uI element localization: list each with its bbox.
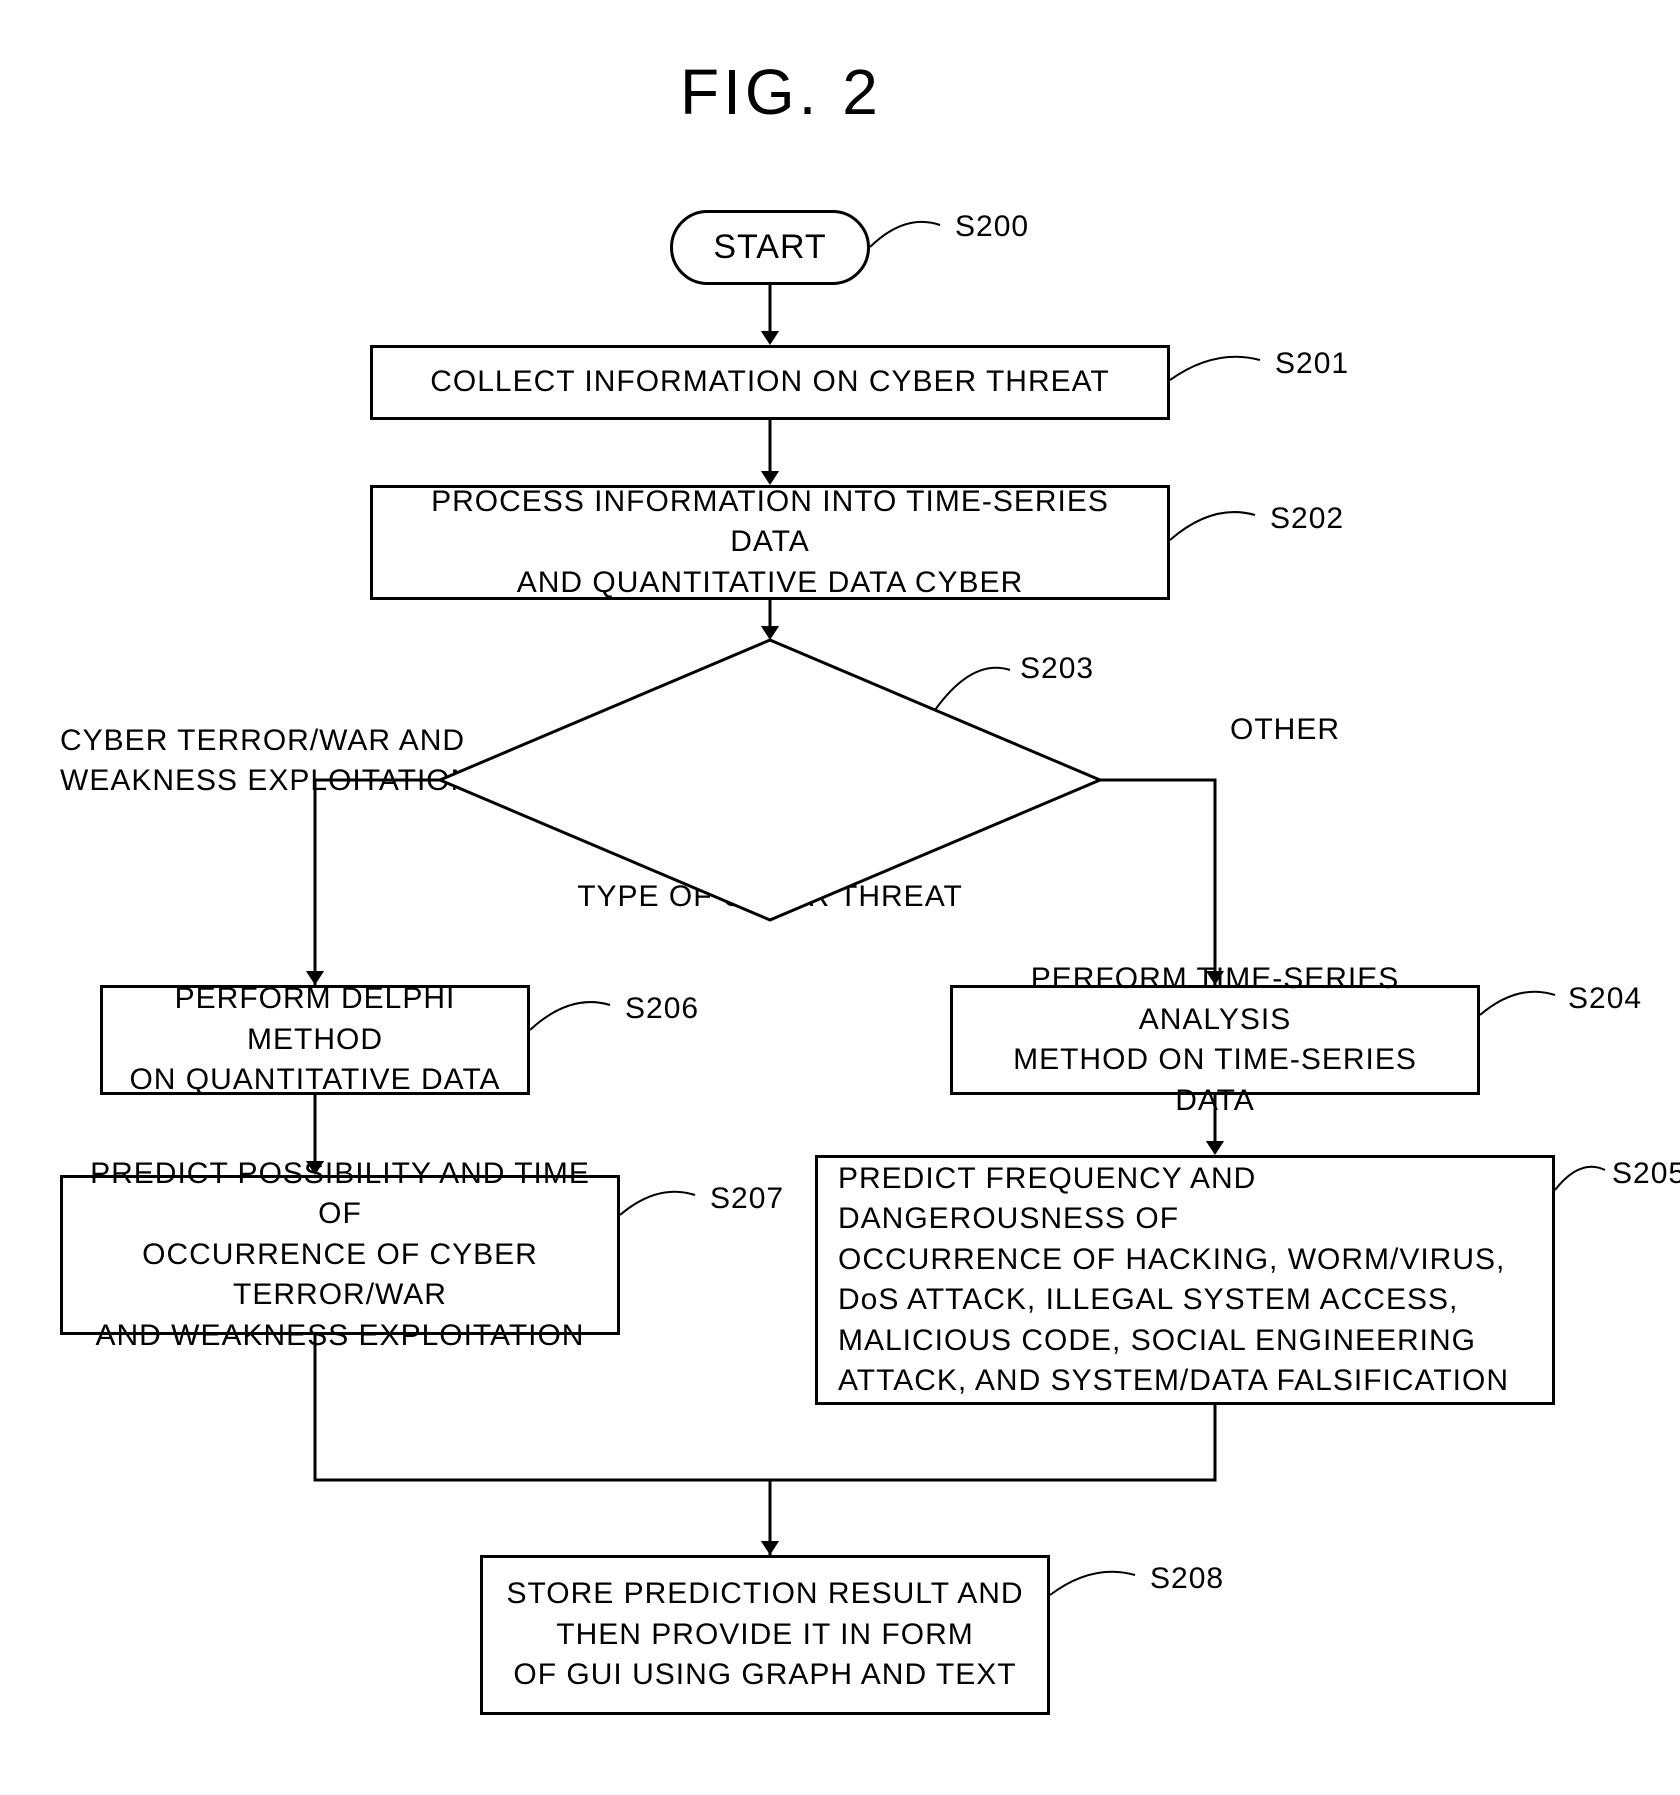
node-delphi-text: PERFORM DELPHI METHOD ON QUANTITATIVE DA…: [119, 979, 511, 1101]
branch-label-left-text: CYBER TERROR/WAR AND WEAKNESS EXPLOITATI…: [60, 724, 473, 798]
node-predict-right: PREDICT FREQUENCY AND DANGEROUSNESS OF O…: [815, 1155, 1555, 1405]
label-s200: S200: [955, 210, 1029, 244]
node-decision-text: PERFORM OPTIMUM ANALYSIS METHOD ACCORDIN…: [577, 759, 963, 914]
label-s207: S207: [710, 1182, 784, 1216]
node-delphi: PERFORM DELPHI METHOD ON QUANTITATIVE DA…: [100, 985, 530, 1095]
label-s204: S204: [1568, 982, 1642, 1016]
node-store: STORE PREDICTION RESULT AND THEN PROVIDE…: [480, 1555, 1050, 1715]
label-s205: S205: [1612, 1157, 1680, 1191]
node-predict-left: PREDICT POSSIBILITY AND TIME OF OCCURREN…: [60, 1175, 620, 1335]
node-decision-text-wrap: PERFORM OPTIMUM ANALYSIS METHOD ACCORDIN…: [530, 715, 1010, 918]
label-s201: S201: [1275, 347, 1349, 381]
node-predict-left-text: PREDICT POSSIBILITY AND TIME OF OCCURREN…: [79, 1154, 601, 1357]
label-s203: S203: [1020, 652, 1094, 686]
node-timeseries: PERFORM TIME-SERIES ANALYSIS METHOD ON T…: [950, 985, 1480, 1095]
label-s208: S208: [1150, 1562, 1224, 1596]
node-process-info: PROCESS INFORMATION INTO TIME-SERIES DAT…: [370, 485, 1170, 600]
node-start-text: START: [713, 225, 826, 271]
branch-label-right: OTHER: [1230, 710, 1340, 751]
label-s202: S202: [1270, 502, 1344, 536]
node-predict-right-text: PREDICT FREQUENCY AND DANGEROUSNESS OF O…: [838, 1159, 1536, 1402]
figure-title: FIG. 2: [680, 55, 882, 129]
node-process-info-text: PROCESS INFORMATION INTO TIME-SERIES DAT…: [389, 482, 1151, 604]
node-collect: COLLECT INFORMATION ON CYBER THREAT: [370, 345, 1170, 420]
node-store-text: STORE PREDICTION RESULT AND THEN PROVIDE…: [506, 1574, 1023, 1696]
label-s206: S206: [625, 992, 699, 1026]
node-start: START: [670, 210, 870, 285]
node-collect-text: COLLECT INFORMATION ON CYBER THREAT: [430, 362, 1110, 403]
branch-label-left: CYBER TERROR/WAR AND WEAKNESS EXPLOITATI…: [60, 680, 473, 802]
node-timeseries-text: PERFORM TIME-SERIES ANALYSIS METHOD ON T…: [969, 959, 1461, 1121]
branch-label-right-text: OTHER: [1230, 713, 1340, 746]
